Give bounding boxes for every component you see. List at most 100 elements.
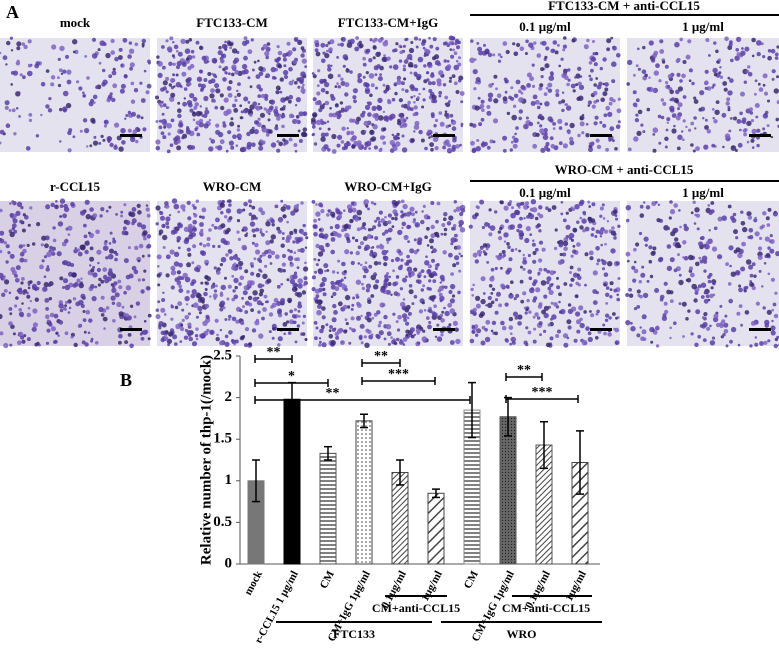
cell [509, 268, 512, 271]
cell [593, 91, 598, 96]
cell [427, 244, 430, 247]
cell [432, 95, 437, 100]
cell [184, 336, 188, 340]
cell [212, 58, 218, 64]
cell [228, 285, 232, 289]
cell [248, 101, 251, 104]
cell [280, 108, 283, 111]
cell [205, 107, 208, 110]
cell [9, 307, 13, 311]
cell [163, 126, 166, 129]
cell [431, 251, 433, 253]
cell [368, 287, 370, 289]
cell [368, 265, 372, 269]
cell [743, 288, 746, 291]
cell [292, 274, 297, 279]
cell [363, 63, 367, 67]
scale-bar [749, 328, 771, 331]
cell [252, 101, 257, 106]
cell [731, 272, 736, 277]
cell [41, 236, 46, 241]
cell [177, 108, 182, 113]
cell [450, 114, 454, 118]
cell [258, 118, 261, 121]
cell [233, 108, 238, 113]
cell [677, 135, 682, 140]
cell [440, 122, 445, 127]
cell [421, 210, 423, 212]
cell [192, 289, 197, 294]
cell [643, 337, 647, 341]
cell [422, 330, 425, 333]
cell [533, 328, 536, 331]
cell [332, 292, 336, 296]
cell [83, 318, 87, 322]
cell [562, 48, 565, 51]
cell [611, 61, 617, 67]
cell [258, 283, 263, 288]
cell [767, 223, 771, 227]
cell [58, 221, 63, 226]
cell [93, 136, 96, 139]
cell [177, 270, 181, 274]
cell [768, 208, 772, 212]
cell [382, 303, 386, 307]
cell [280, 91, 283, 94]
cell [178, 52, 183, 57]
cell [187, 330, 192, 335]
cell [204, 110, 209, 115]
cell [618, 98, 621, 101]
cell [392, 313, 395, 316]
cell [256, 84, 261, 89]
cell [483, 44, 486, 47]
group-label: WRO [507, 627, 537, 641]
cell [505, 80, 508, 83]
cell [315, 203, 318, 206]
cell [60, 204, 64, 208]
cell [595, 77, 598, 80]
micrograph [469, 199, 621, 348]
cell [563, 343, 568, 348]
cell [353, 88, 358, 93]
cell [452, 263, 456, 267]
cell [356, 117, 361, 122]
cell [341, 140, 345, 144]
cell [423, 98, 426, 101]
cell [423, 64, 426, 67]
cell [734, 56, 739, 61]
cell [401, 200, 405, 204]
cell [755, 116, 758, 119]
cell [156, 146, 161, 151]
cell [768, 273, 771, 276]
cell [254, 243, 258, 247]
cell [710, 201, 714, 205]
cell [449, 77, 452, 80]
cell [392, 134, 395, 137]
cell [708, 54, 711, 57]
scale-bar [433, 328, 455, 331]
cell [206, 243, 210, 247]
cell [408, 312, 412, 316]
cell [752, 129, 757, 134]
cell [712, 282, 715, 285]
cell [129, 274, 134, 279]
cell [242, 41, 247, 46]
cell [537, 122, 540, 125]
cell [500, 56, 502, 58]
cell [298, 315, 301, 318]
cell [129, 49, 134, 54]
cell [729, 265, 732, 268]
cell [181, 309, 184, 312]
cell [73, 249, 77, 253]
cell [170, 318, 173, 321]
cell [142, 45, 145, 48]
cell [429, 287, 432, 290]
cell [518, 117, 522, 121]
cell [287, 278, 290, 281]
cell [420, 220, 424, 224]
cell [499, 200, 502, 203]
cell [545, 46, 549, 50]
cell [270, 100, 275, 105]
cell [49, 297, 52, 300]
cell [454, 234, 458, 238]
